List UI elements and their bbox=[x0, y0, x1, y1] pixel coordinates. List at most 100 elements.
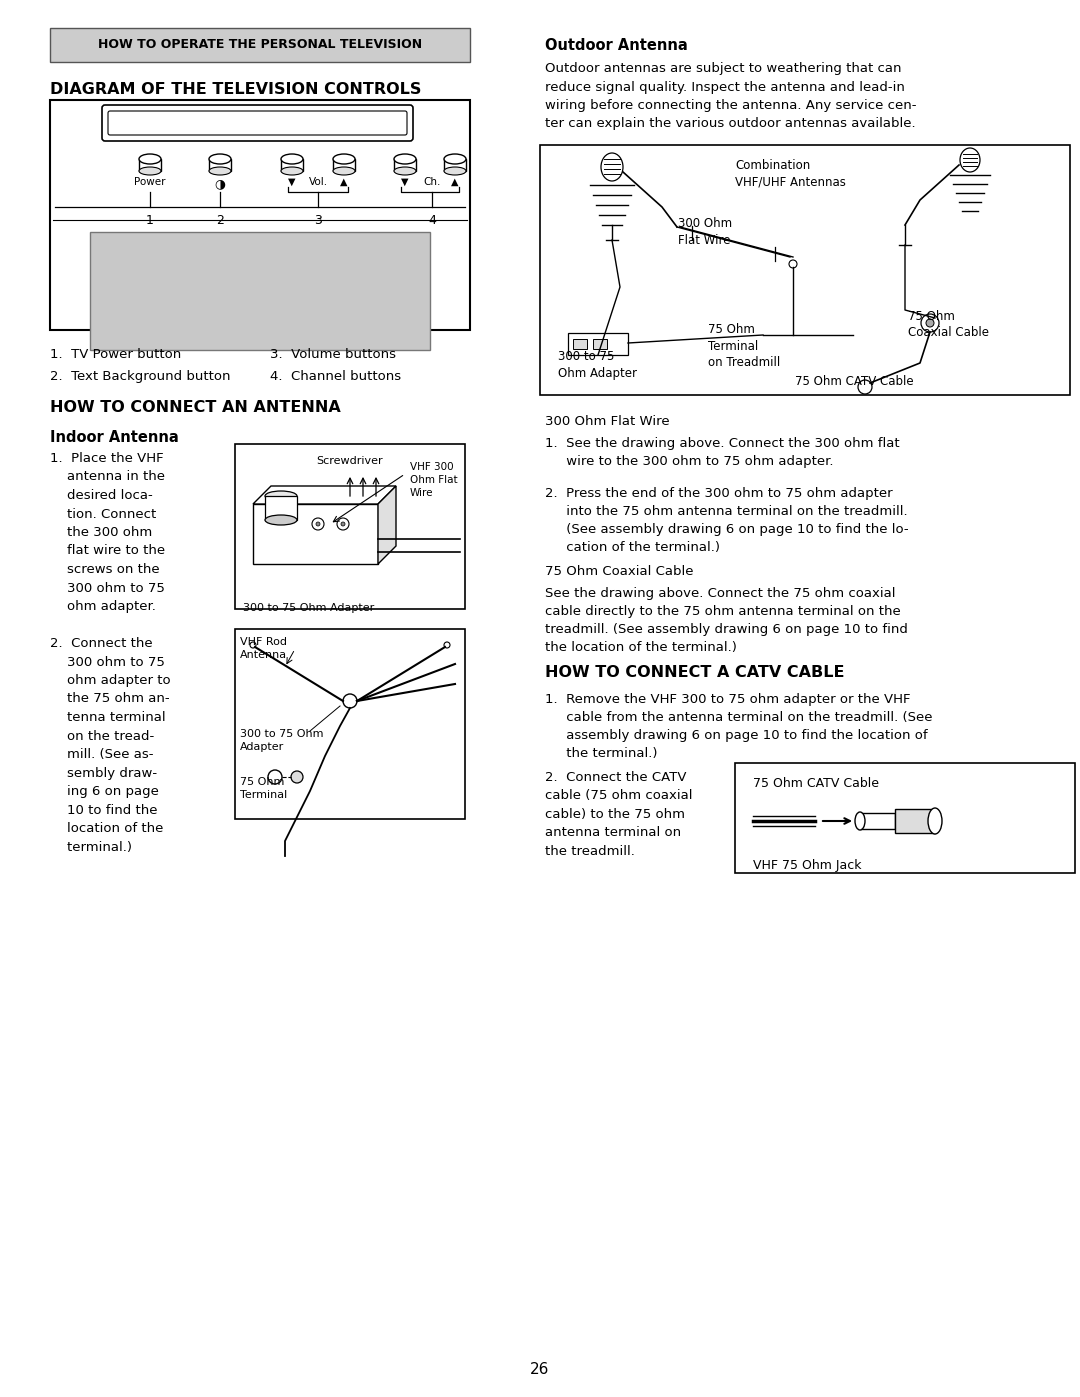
FancyBboxPatch shape bbox=[108, 110, 407, 136]
Bar bbox=[235, 444, 465, 609]
Text: ◑: ◑ bbox=[215, 177, 226, 190]
Bar bbox=[50, 28, 470, 61]
Ellipse shape bbox=[333, 154, 355, 163]
Ellipse shape bbox=[394, 154, 416, 163]
Text: 4.  Channel buttons: 4. Channel buttons bbox=[270, 370, 401, 383]
Ellipse shape bbox=[333, 168, 355, 175]
Circle shape bbox=[337, 518, 349, 529]
Bar bbox=[568, 332, 627, 355]
Circle shape bbox=[858, 380, 872, 394]
Bar bbox=[573, 339, 588, 349]
Circle shape bbox=[343, 694, 357, 708]
Text: HOW TO CONNECT A CATV CABLE: HOW TO CONNECT A CATV CABLE bbox=[545, 665, 845, 680]
Text: ▲: ▲ bbox=[451, 177, 459, 187]
Text: 2.  Press the end of the 300 ohm to 75 ohm adapter
     into the 75 ohm antenna : 2. Press the end of the 300 ohm to 75 oh… bbox=[545, 488, 908, 555]
Text: ▼: ▼ bbox=[288, 177, 296, 187]
Text: Vol.: Vol. bbox=[309, 177, 327, 187]
Ellipse shape bbox=[139, 168, 161, 175]
Text: 300 to 75 Ohm
Adapter: 300 to 75 Ohm Adapter bbox=[240, 729, 324, 752]
Text: DIAGRAM OF THE TELEVISION CONTROLS: DIAGRAM OF THE TELEVISION CONTROLS bbox=[50, 82, 421, 96]
Bar bbox=[895, 809, 935, 833]
Circle shape bbox=[341, 522, 345, 527]
Text: 1.  TV Power button: 1. TV Power button bbox=[50, 348, 181, 360]
Ellipse shape bbox=[265, 515, 297, 525]
Polygon shape bbox=[253, 486, 396, 504]
Bar bbox=[265, 496, 297, 520]
Text: 75 Ohm CATV Cable: 75 Ohm CATV Cable bbox=[795, 374, 914, 388]
Bar bbox=[281, 159, 303, 170]
Text: 3.  Volume buttons: 3. Volume buttons bbox=[270, 348, 396, 360]
Text: Power: Power bbox=[134, 177, 165, 187]
Bar bbox=[333, 159, 355, 170]
Bar bbox=[253, 504, 378, 564]
Circle shape bbox=[789, 260, 797, 268]
Ellipse shape bbox=[928, 807, 942, 834]
Ellipse shape bbox=[139, 154, 161, 163]
Bar bbox=[444, 159, 465, 170]
Circle shape bbox=[291, 771, 303, 782]
Bar bbox=[50, 101, 470, 330]
Text: 75 Ohm
Terminal: 75 Ohm Terminal bbox=[240, 777, 287, 800]
Text: Outdoor Antenna: Outdoor Antenna bbox=[545, 38, 688, 53]
Polygon shape bbox=[378, 486, 396, 564]
Text: HOW TO CONNECT AN ANTENNA: HOW TO CONNECT AN ANTENNA bbox=[50, 400, 341, 415]
Text: Ch.: Ch. bbox=[423, 177, 441, 187]
Text: 3: 3 bbox=[314, 214, 322, 226]
Circle shape bbox=[312, 518, 324, 529]
Bar bbox=[860, 813, 895, 828]
Text: HOW TO OPERATE THE PERSONAL TELEVISION: HOW TO OPERATE THE PERSONAL TELEVISION bbox=[98, 38, 422, 50]
Text: Outdoor antennas are subject to weathering that can
reduce signal quality. Inspe: Outdoor antennas are subject to weatheri… bbox=[545, 61, 917, 130]
Bar bbox=[735, 763, 1075, 873]
Text: 1.  Remove the VHF 300 to 75 ohm adapter or the VHF
     cable from the antenna : 1. Remove the VHF 300 to 75 ohm adapter … bbox=[545, 693, 932, 760]
Ellipse shape bbox=[281, 154, 303, 163]
Bar bbox=[90, 232, 430, 351]
Text: 300 to 75
Ohm Adapter: 300 to 75 Ohm Adapter bbox=[558, 351, 637, 380]
Ellipse shape bbox=[210, 154, 231, 163]
Text: 2.  Connect the CATV
cable (75 ohm coaxial
cable) to the 75 ohm
antenna terminal: 2. Connect the CATV cable (75 ohm coaxia… bbox=[545, 771, 692, 858]
Text: 75 Ohm
Coaxial Cable: 75 Ohm Coaxial Cable bbox=[908, 310, 989, 339]
Text: 2.  Connect the
    300 ohm to 75
    ohm adapter to
    the 75 ohm an-
    tenn: 2. Connect the 300 ohm to 75 ohm adapter… bbox=[50, 637, 171, 854]
Text: 300 Ohm Flat Wire: 300 Ohm Flat Wire bbox=[545, 415, 670, 427]
Text: 1: 1 bbox=[146, 214, 154, 226]
Bar bbox=[593, 339, 607, 349]
Ellipse shape bbox=[444, 168, 465, 175]
Text: 75 Ohm Coaxial Cable: 75 Ohm Coaxial Cable bbox=[545, 564, 693, 578]
Circle shape bbox=[926, 319, 934, 327]
Ellipse shape bbox=[394, 168, 416, 175]
Bar bbox=[139, 159, 161, 170]
Text: ▲: ▲ bbox=[340, 177, 348, 187]
Circle shape bbox=[921, 314, 939, 332]
Text: 75 Ohm CATV Cable: 75 Ohm CATV Cable bbox=[753, 777, 879, 789]
Text: Screwdriver: Screwdriver bbox=[316, 455, 383, 467]
Text: 2.  Text Background button: 2. Text Background button bbox=[50, 370, 230, 383]
Bar bbox=[235, 629, 465, 819]
Ellipse shape bbox=[210, 168, 231, 175]
Circle shape bbox=[316, 522, 320, 527]
Text: VHF Rod
Antenna: VHF Rod Antenna bbox=[240, 637, 287, 659]
Text: 1.  Place the VHF
    antenna in the
    desired loca-
    tion. Connect
    the: 1. Place the VHF antenna in the desired … bbox=[50, 453, 165, 613]
Circle shape bbox=[249, 643, 256, 648]
Text: See the drawing above. Connect the 75 ohm coaxial
cable directly to the 75 ohm a: See the drawing above. Connect the 75 oh… bbox=[545, 587, 908, 654]
Text: VHF 75 Ohm Jack: VHF 75 Ohm Jack bbox=[753, 859, 862, 872]
Bar bbox=[210, 159, 231, 170]
Text: Combination
VHF/UHF Antennas: Combination VHF/UHF Antennas bbox=[735, 159, 846, 189]
Text: 4: 4 bbox=[428, 214, 436, 226]
Ellipse shape bbox=[265, 490, 297, 502]
Text: VHF 300
Ohm Flat
Wire: VHF 300 Ohm Flat Wire bbox=[410, 462, 458, 497]
Ellipse shape bbox=[960, 148, 980, 172]
Text: 2: 2 bbox=[216, 214, 224, 226]
Text: 300 to 75 Ohm Adapter: 300 to 75 Ohm Adapter bbox=[243, 604, 375, 613]
Text: 26: 26 bbox=[530, 1362, 550, 1377]
Text: Indoor Antenna: Indoor Antenna bbox=[50, 430, 179, 446]
Bar bbox=[540, 145, 1070, 395]
FancyBboxPatch shape bbox=[102, 105, 413, 141]
Circle shape bbox=[268, 770, 282, 784]
Ellipse shape bbox=[855, 812, 865, 830]
Bar bbox=[394, 159, 416, 170]
Text: 1.  See the drawing above. Connect the 300 ohm flat
     wire to the 300 ohm to : 1. See the drawing above. Connect the 30… bbox=[545, 437, 900, 468]
Circle shape bbox=[444, 643, 450, 648]
Text: 75 Ohm
Terminal
on Treadmill: 75 Ohm Terminal on Treadmill bbox=[708, 323, 780, 369]
Text: ▼: ▼ bbox=[402, 177, 408, 187]
Ellipse shape bbox=[281, 168, 303, 175]
Ellipse shape bbox=[444, 154, 465, 163]
